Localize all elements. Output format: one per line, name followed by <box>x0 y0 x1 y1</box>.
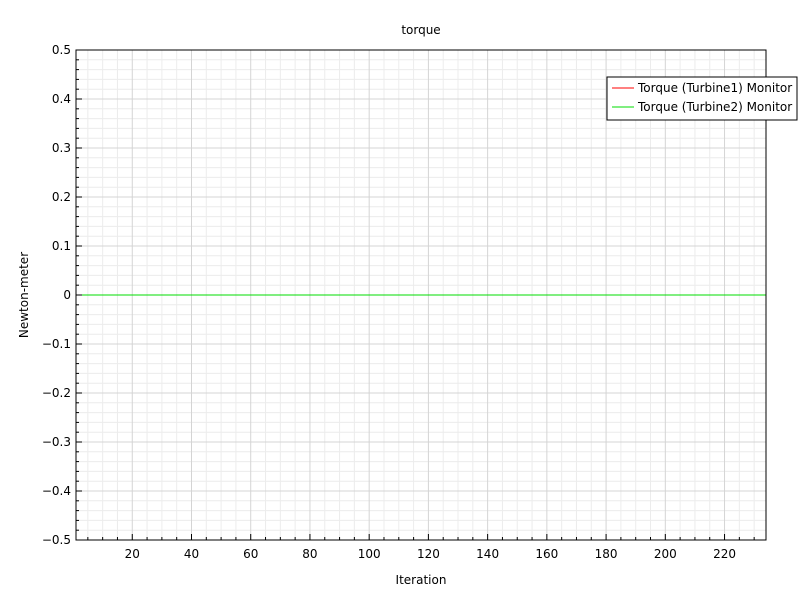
x-tick-label: 40 <box>184 547 199 561</box>
legend-label: Torque (Turbine2) Monitor <box>637 100 792 114</box>
x-tick-label: 200 <box>654 547 677 561</box>
y-axis-title: Newton-meter <box>17 252 31 338</box>
y-tick-label: 0.2 <box>52 190 71 204</box>
y-tick-label: −0.5 <box>42 533 71 547</box>
x-tick-label: 60 <box>243 547 258 561</box>
x-tick-label: 160 <box>535 547 558 561</box>
y-tick-label: −0.4 <box>42 484 71 498</box>
x-tick-label: 100 <box>358 547 381 561</box>
x-axis-title: Iteration <box>396 573 447 587</box>
x-tick-label: 180 <box>595 547 618 561</box>
legend-box <box>606 76 798 121</box>
x-tick-label: 220 <box>713 547 736 561</box>
y-tick-label: 0.1 <box>52 239 71 253</box>
y-tick-label: 0.5 <box>52 43 71 57</box>
axis-ticks <box>76 49 755 541</box>
legend: Torque (Turbine1) Monitor Torque (Turbine… <box>606 76 798 121</box>
x-tick-label: 140 <box>476 547 499 561</box>
y-tick-label: −0.3 <box>42 435 71 449</box>
x-tick-label: 20 <box>125 547 140 561</box>
y-tick-label: −0.1 <box>42 337 71 351</box>
y-tick-label: 0 <box>63 288 71 302</box>
y-tick-label: −0.2 <box>42 386 71 400</box>
chart-title: torque <box>401 23 440 37</box>
tick-labels: 20 40 60 80 100 120 140 160 180 200 220 0.5 0.4 0.3 0.… <box>42 43 736 561</box>
y-tick-label: 0.4 <box>52 92 71 106</box>
x-tick-label: 120 <box>417 547 440 561</box>
y-tick-label: 0.3 <box>52 141 71 155</box>
x-tick-label: 80 <box>302 547 317 561</box>
legend-label: Torque (Turbine1) Monitor <box>637 81 792 95</box>
